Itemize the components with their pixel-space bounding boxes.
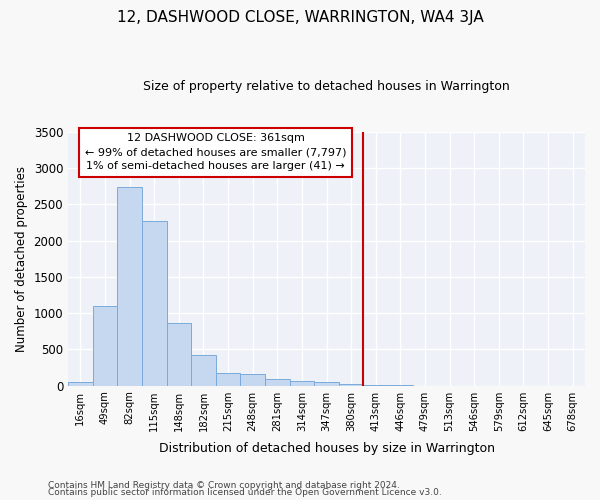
- Bar: [290, 382, 314, 386]
- Bar: [314, 382, 339, 386]
- X-axis label: Distribution of detached houses by size in Warrington: Distribution of detached houses by size …: [158, 442, 494, 455]
- Bar: [167, 322, 191, 386]
- Bar: [241, 374, 265, 386]
- Bar: [68, 382, 92, 386]
- Bar: [364, 384, 388, 386]
- Bar: [265, 379, 290, 386]
- Bar: [216, 373, 241, 386]
- Bar: [142, 221, 167, 386]
- Bar: [339, 384, 364, 386]
- Bar: [92, 306, 117, 386]
- Bar: [117, 187, 142, 386]
- Y-axis label: Number of detached properties: Number of detached properties: [15, 166, 28, 352]
- Text: Contains HM Land Registry data © Crown copyright and database right 2024.: Contains HM Land Registry data © Crown c…: [48, 480, 400, 490]
- Bar: [191, 355, 216, 386]
- Text: 12 DASHWOOD CLOSE: 361sqm  
← 99% of detached houses are smaller (7,797)
1% of s: 12 DASHWOOD CLOSE: 361sqm ← 99% of detac…: [85, 133, 346, 171]
- Text: Contains public sector information licensed under the Open Government Licence v3: Contains public sector information licen…: [48, 488, 442, 497]
- Title: Size of property relative to detached houses in Warrington: Size of property relative to detached ho…: [143, 80, 510, 93]
- Text: 12, DASHWOOD CLOSE, WARRINGTON, WA4 3JA: 12, DASHWOOD CLOSE, WARRINGTON, WA4 3JA: [116, 10, 484, 25]
